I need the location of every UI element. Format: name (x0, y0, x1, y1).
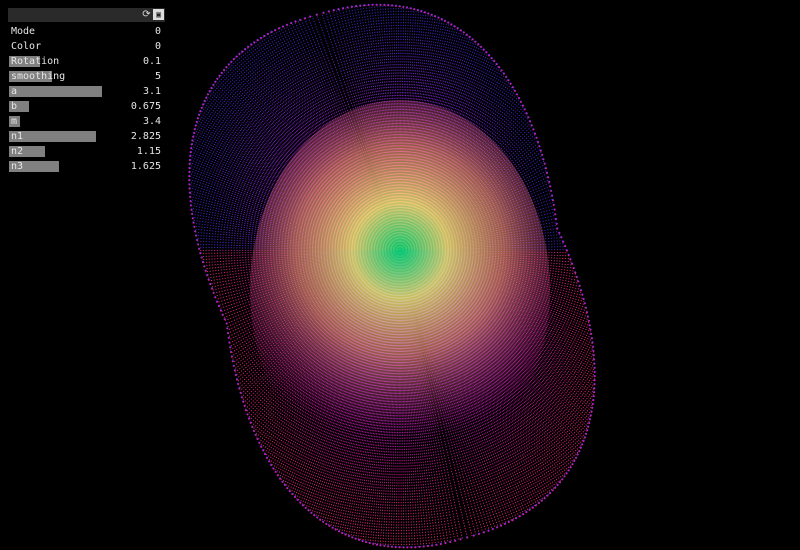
param-n1-slider[interactable]: n1 2.825 (8, 129, 165, 144)
slider-fill (9, 71, 52, 82)
param-value: 1.15 (136, 146, 161, 157)
slider-fill (9, 116, 20, 127)
param-value: 2.825 (130, 131, 161, 142)
panel-header[interactable]: ⟳ ▣ (8, 8, 165, 22)
param-value: 0 (154, 26, 161, 37)
param-value: 0.675 (130, 101, 161, 112)
param-m-slider[interactable]: m 3.4 (8, 114, 165, 129)
slider-fill (9, 101, 29, 112)
param-smoothing-slider[interactable]: smoothing 5 (8, 69, 165, 84)
param-label: n1 (11, 131, 24, 142)
param-value: 3.1 (142, 86, 161, 97)
param-value: 5 (154, 71, 161, 82)
refresh-icon[interactable]: ⟳ (142, 9, 151, 20)
param-label: n3 (11, 161, 24, 172)
slider-fill (9, 161, 59, 172)
param-n3-slider[interactable]: n3 1.625 (8, 159, 165, 174)
param-label: smoothing (11, 71, 66, 82)
slider-fill (9, 86, 102, 97)
param-value: 1.625 (130, 161, 161, 172)
param-label: Rotation (11, 56, 60, 67)
param-label: Color (11, 41, 42, 52)
center-glow (250, 100, 550, 480)
param-label: b (11, 101, 18, 112)
param-value: 3.4 (142, 116, 161, 127)
parameter-panel: ⟳ ▣ Mode 0 Color 0 Rotation 0.1 smoothin… (8, 8, 165, 174)
param-value: 0.1 (142, 56, 161, 67)
param-label: n2 (11, 146, 24, 157)
save-icon[interactable]: ▣ (153, 9, 164, 20)
param-a-slider[interactable]: a 3.1 (8, 84, 165, 99)
param-label: Mode (11, 26, 36, 37)
param-b-slider[interactable]: b 0.675 (8, 99, 165, 114)
param-rotation-slider[interactable]: Rotation 0.1 (8, 54, 165, 69)
param-value: 0 (154, 41, 161, 52)
param-n2-slider[interactable]: n2 1.15 (8, 144, 165, 159)
param-label: m (11, 116, 18, 127)
slider-fill (9, 146, 45, 157)
param-label: a (11, 86, 18, 97)
param-mode[interactable]: Mode 0 (8, 24, 165, 39)
slider-fill (9, 56, 40, 67)
outline-dots (188, 3, 596, 549)
param-color[interactable]: Color 0 (8, 39, 165, 54)
slider-fill (9, 131, 96, 142)
